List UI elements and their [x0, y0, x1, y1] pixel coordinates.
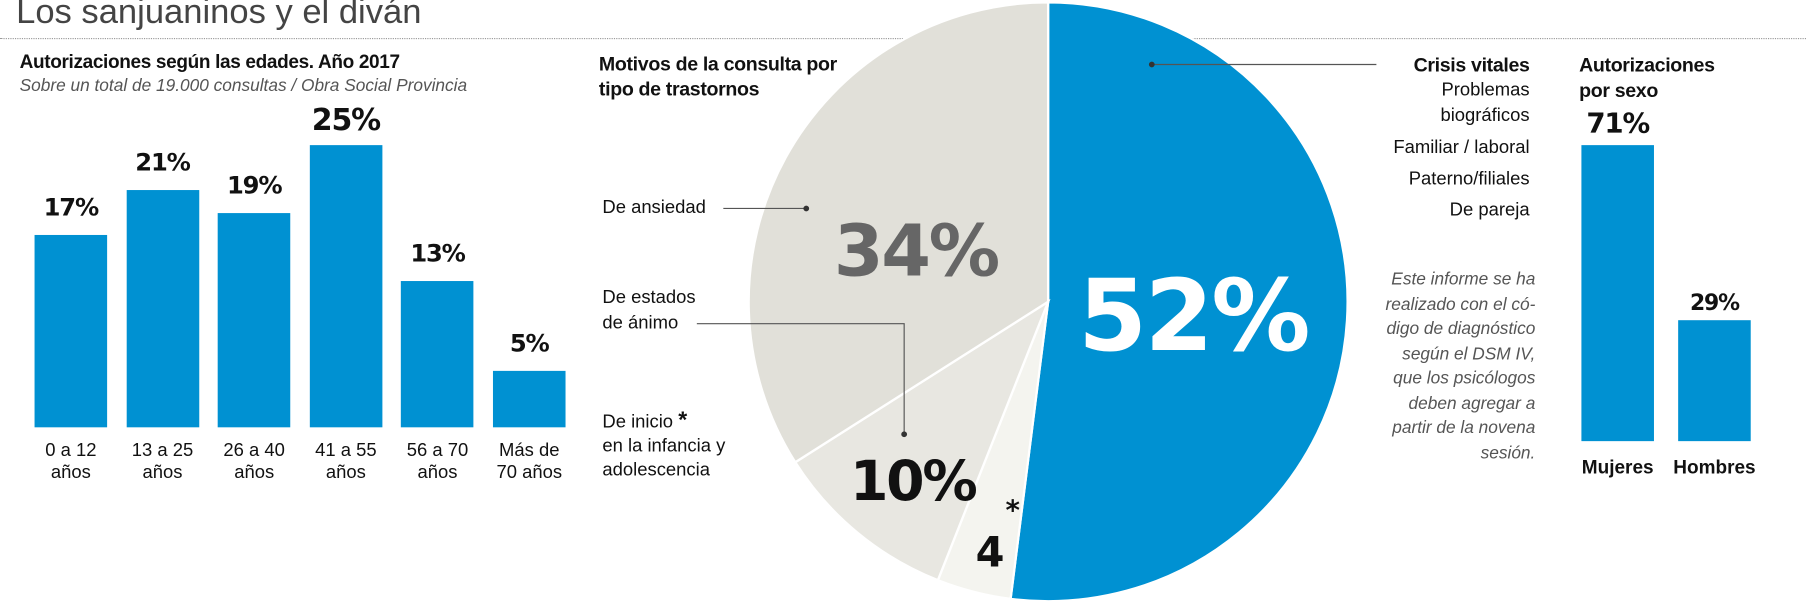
- category-label-line: 0 a 12: [45, 441, 97, 461]
- category-label-line: 26 a 40: [223, 441, 285, 461]
- pie-title-line: tipo de trastornos: [598, 78, 760, 101]
- note-line: partir de la novena: [1392, 418, 1536, 438]
- crisis-item: Paterno/filiales: [1408, 169, 1530, 189]
- bar-value-label: 17%: [43, 193, 100, 222]
- category-label-line: años: [142, 463, 183, 483]
- crisis-item: Familiar / laboral: [1393, 138, 1530, 158]
- label-line: De inicio: [602, 412, 674, 432]
- note-line: deben agregar a: [1408, 393, 1536, 413]
- pie-slice: [747, 1, 1050, 464]
- slice-label-52: 52%: [1078, 259, 1308, 374]
- age-chart-title: Autorizaciones según las edades. Año 201…: [19, 51, 400, 73]
- pie-title-line: Motivos de la consulta por: [598, 52, 837, 75]
- bar-value-label: 21%: [135, 148, 191, 177]
- note-line: sesión.: [1480, 442, 1536, 463]
- asterisk-marker: *: [678, 407, 688, 434]
- label-line: adolescencia: [602, 460, 710, 481]
- label-animo: De estados de ánimo: [602, 286, 695, 337]
- bar: [1581, 145, 1654, 442]
- category-label-line: 56 a 70: [406, 441, 469, 461]
- label-line: De estados: [602, 287, 696, 308]
- category-label-line: 41 a 55: [315, 441, 377, 461]
- note-line: digo de diagnóstico: [1386, 319, 1536, 339]
- category-label: 56 a 70 años: [393, 440, 482, 484]
- category-label-line: años: [234, 463, 275, 483]
- leader-dot: [901, 431, 908, 438]
- pie-slice: [1009, 1, 1349, 602]
- category-label-line: 13 a 25: [131, 441, 194, 461]
- pie-slice: [793, 298, 1051, 582]
- bar: [309, 145, 383, 428]
- category-label: 26 a 40 años: [210, 440, 299, 484]
- label-ansiedad: De ansiedad: [602, 198, 706, 218]
- crisis-item: Problemas: [1441, 80, 1530, 101]
- asterisk-marker: *: [1006, 493, 1020, 526]
- slice-label-10: 10%: [850, 450, 976, 514]
- category-label-line: 70 años: [496, 463, 563, 483]
- category-label: 13 a 25 años: [118, 440, 207, 484]
- bar-value-label: 29%: [1689, 290, 1740, 316]
- leader-dot: [1148, 61, 1155, 68]
- category-label: Más de 70 años: [485, 440, 574, 484]
- note-line: realizado con el có-: [1385, 294, 1536, 314]
- bar: [401, 280, 474, 428]
- bar-value-label: 25%: [311, 103, 381, 139]
- bar: [492, 370, 566, 428]
- leader-dot: [803, 205, 810, 212]
- slice-label-34: 34%: [834, 209, 999, 292]
- bar: [34, 235, 108, 428]
- title-line: Autorizaciones: [1579, 54, 1715, 77]
- leader-line: [696, 323, 905, 435]
- category-label-line: Más de: [499, 441, 560, 461]
- note-line: que los psicólogos: [1393, 368, 1536, 389]
- crisis-title: Crisis vitales: [1413, 54, 1530, 77]
- bar-value-label: 71%: [1586, 107, 1650, 140]
- category-label: Hombres: [1673, 457, 1756, 478]
- bar-value-label: 13%: [410, 239, 466, 267]
- bar: [1678, 320, 1751, 442]
- crisis-legend: Crisis vitales Problemas biográficos Fam…: [1299, 53, 1530, 226]
- bar: [126, 190, 199, 428]
- bar-value-label: 19%: [226, 171, 283, 200]
- title-line: por sexo: [1579, 79, 1658, 102]
- slice-label-4: 4: [976, 529, 1003, 577]
- pie-title: Motivos de la consulta por tipo de trast…: [599, 52, 837, 103]
- page-title: Los sanjuaninos y el diván: [16, 0, 422, 32]
- category-label: 41 a 55 años: [302, 440, 391, 484]
- label-line: en la infancia y: [602, 436, 726, 457]
- sex-chart-title: Autorizaciones por sexo: [1579, 53, 1715, 104]
- label-inicio: De inicio * en la infancia y adolescenci…: [602, 407, 726, 483]
- methodology-note: Este informe se ha realizado con el có-di…: [1386, 267, 1536, 465]
- category-label-line: años: [417, 463, 458, 483]
- bar-value-label: 5%: [509, 329, 550, 358]
- category-label: Mujeres: [1581, 457, 1654, 478]
- label-line: de ánimo: [602, 313, 679, 333]
- category-label-line: años: [325, 463, 366, 483]
- note-line: Este informe se ha: [1391, 269, 1536, 290]
- note-line: según el DSM IV,: [1402, 343, 1536, 364]
- age-chart-subtitle: Sobre un total de 19.000 consultas / Obr…: [19, 76, 468, 96]
- crisis-item: De pareja: [1449, 200, 1530, 220]
- category-label: 0 a 12 años: [26, 440, 115, 484]
- category-label-line: años: [50, 463, 91, 483]
- crisis-item: biográficos: [1440, 105, 1530, 126]
- bar: [217, 212, 291, 428]
